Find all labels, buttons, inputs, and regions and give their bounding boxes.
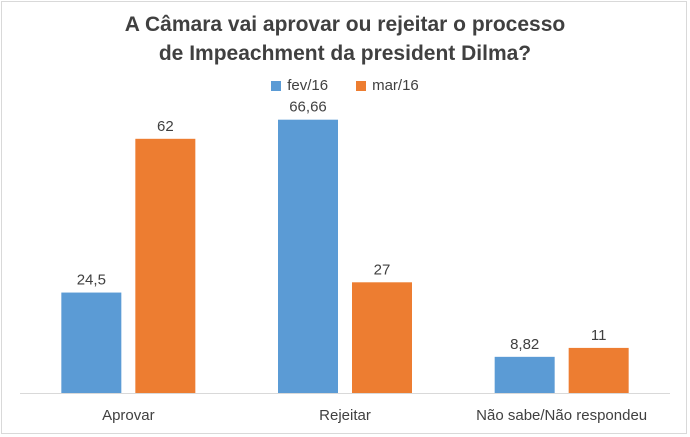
bar-fev16-1 (278, 119, 338, 393)
bar-mar16-2 (568, 347, 629, 393)
legend-label-fev16: fev/16 (287, 77, 329, 94)
bar-mar16-1 (352, 282, 412, 393)
data-label-mar16-1: 27 (374, 261, 391, 278)
category-label-1: Rejeitar (319, 407, 371, 424)
legend: fev/16 mar/16 (0, 77, 690, 94)
data-label-mar16-2: 11 (591, 327, 607, 344)
data-label-fev16-2: 8,82 (510, 336, 539, 353)
data-label-fev16-1: 66,66 (289, 99, 327, 116)
legend-item-mar16: mar/16 (356, 77, 419, 94)
category-label-2: Não sabe/Não respondeu (476, 407, 647, 424)
category-label-0: Aprovar (102, 407, 155, 424)
legend-swatch-fev16 (271, 80, 282, 91)
bar-fev16-0 (61, 292, 122, 393)
data-label-mar16-0: 62 (157, 118, 174, 135)
bar-fev16-2 (494, 356, 555, 393)
chart-title-line-1: A Câmara vai aprovar ou rejeitar o proce… (124, 13, 566, 36)
data-label-fev16-0: 24,5 (77, 272, 106, 289)
chart-title: A Câmara vai aprovar ou rejeitar o proce… (0, 10, 690, 68)
bar-mar16-0 (135, 138, 196, 393)
legend-item-fev16: fev/16 (271, 77, 328, 94)
chart-title-line-2: de Impeachment da president Dilma? (158, 42, 532, 65)
legend-swatch-mar16 (356, 80, 367, 91)
legend-label-mar16: mar/16 (372, 77, 419, 94)
